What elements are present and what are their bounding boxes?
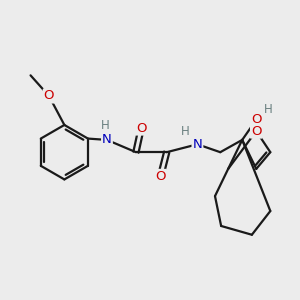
Text: H: H	[264, 103, 273, 116]
Text: O: O	[136, 122, 146, 134]
Text: H: H	[181, 125, 190, 139]
Text: N: N	[102, 134, 112, 146]
Text: N: N	[193, 138, 202, 151]
Text: O: O	[251, 113, 262, 126]
Text: H: H	[101, 119, 110, 132]
Text: O: O	[155, 170, 166, 183]
Text: O: O	[251, 124, 262, 138]
Text: O: O	[44, 89, 54, 103]
